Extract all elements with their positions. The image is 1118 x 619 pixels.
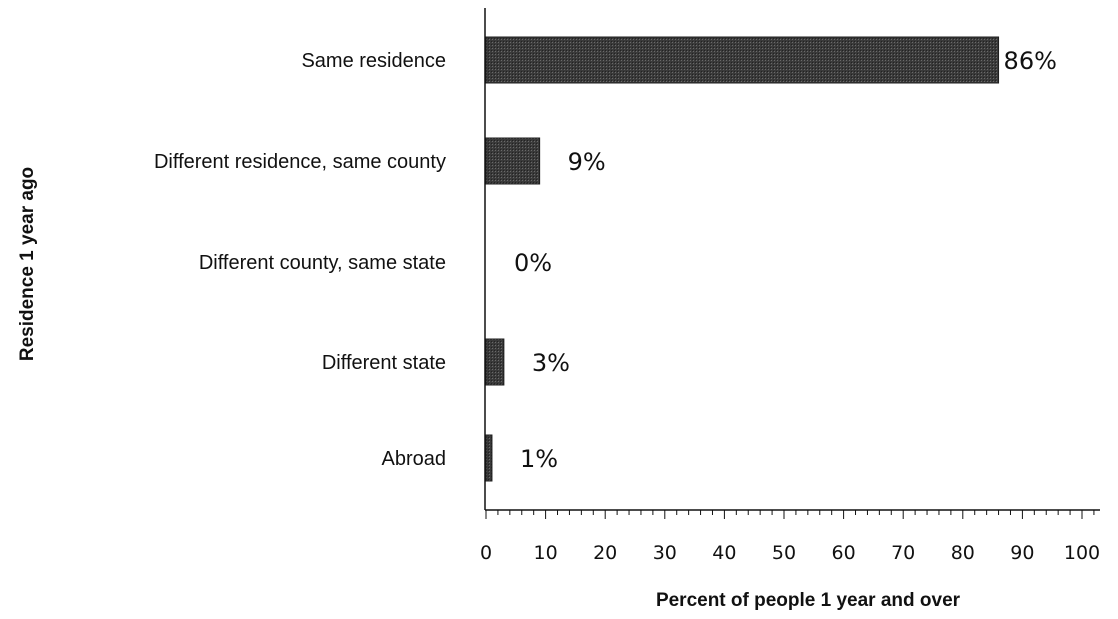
data-label: 9% [568,148,606,176]
category-label: Different residence, same county [154,151,446,173]
x-tick-label: 50 [772,542,796,564]
bars-group [485,36,1000,482]
bar [485,434,493,482]
x-tick-label: 90 [1010,542,1034,564]
x-tick-label: 10 [534,542,558,564]
x-tick-label: 0 [480,542,492,564]
category-label: Abroad [382,448,447,470]
x-tick-label: 40 [712,542,736,564]
data-label: 3% [532,349,570,377]
category-label: Same residence [301,50,446,72]
data-label: 1% [520,445,558,473]
value-labels-group: 86% 9% 0% 3% 1% [514,47,1057,473]
x-axis-title: Percent of people 1 year and over [656,590,961,611]
bar [485,338,505,386]
x-tick-label: 70 [891,542,915,564]
category-labels-group: Same residence Different residence, same … [154,50,446,470]
x-tick-label: 100 [1064,542,1100,564]
data-label: 86% [1004,47,1057,75]
bar [485,36,1000,84]
x-tick-label: 60 [832,542,856,564]
data-label: 0% [514,249,552,277]
x-tick-label: 80 [951,542,975,564]
y-axis-title: Residence 1 year ago [17,167,38,361]
bar [485,137,541,185]
axes-group: 0 10 20 30 40 50 60 70 80 90 100 [480,8,1100,564]
category-label: Different state [322,352,446,374]
category-label: Different county, same state [199,252,446,274]
x-tick-label: 30 [653,542,677,564]
x-tick-label: 20 [593,542,617,564]
